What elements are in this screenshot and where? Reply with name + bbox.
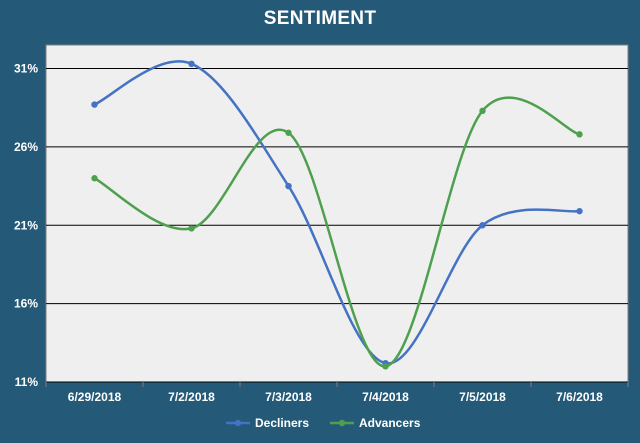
series-decliners bbox=[91, 60, 583, 367]
y-tick-labels: 11% 16% 21% 26% 31% bbox=[14, 62, 38, 389]
y-tick-label: 26% bbox=[14, 140, 38, 154]
data-point bbox=[188, 225, 195, 232]
x-tick-label: 7/4/2018 bbox=[362, 390, 409, 404]
data-point bbox=[576, 207, 583, 215]
chart-title: SENTIMENT bbox=[263, 8, 377, 29]
data-point bbox=[285, 182, 292, 190]
data-point bbox=[91, 101, 98, 108]
legend-item-advancers: Advancers bbox=[330, 416, 421, 430]
legend-item-decliners: Decliners bbox=[226, 416, 309, 430]
x-tick-label: 7/6/2018 bbox=[556, 390, 603, 404]
legend-swatch-marker bbox=[234, 419, 242, 427]
legend-swatch-marker bbox=[338, 419, 346, 427]
y-tick-label: 21% bbox=[14, 218, 38, 232]
legend-label: Decliners bbox=[255, 416, 309, 430]
x-tick-label: 7/3/2018 bbox=[265, 390, 312, 404]
x-tick-label: 7/2/2018 bbox=[168, 390, 215, 404]
y-tick-label: 16% bbox=[14, 297, 38, 311]
data-point bbox=[576, 131, 583, 138]
data-point bbox=[188, 60, 195, 68]
x-tick-label: 7/5/2018 bbox=[459, 390, 506, 404]
y-tick-label: 11% bbox=[15, 375, 39, 389]
x-tick-labels: 6/29/2018 7/2/2018 7/3/2018 7/4/2018 7/5/201… bbox=[45, 382, 629, 404]
series-lines bbox=[91, 60, 583, 370]
series-advancers bbox=[91, 96, 583, 370]
data-point bbox=[382, 363, 389, 370]
data-point bbox=[91, 175, 98, 182]
data-point bbox=[479, 107, 486, 115]
data-point bbox=[285, 129, 292, 136]
y-tick-label: 31% bbox=[14, 62, 38, 76]
plot-area bbox=[45, 44, 629, 383]
legend: Decliners Advancers bbox=[226, 416, 421, 430]
legend-label: Advancers bbox=[359, 416, 421, 430]
data-point bbox=[479, 222, 486, 229]
x-tick-label: 6/29/2018 bbox=[68, 390, 122, 404]
